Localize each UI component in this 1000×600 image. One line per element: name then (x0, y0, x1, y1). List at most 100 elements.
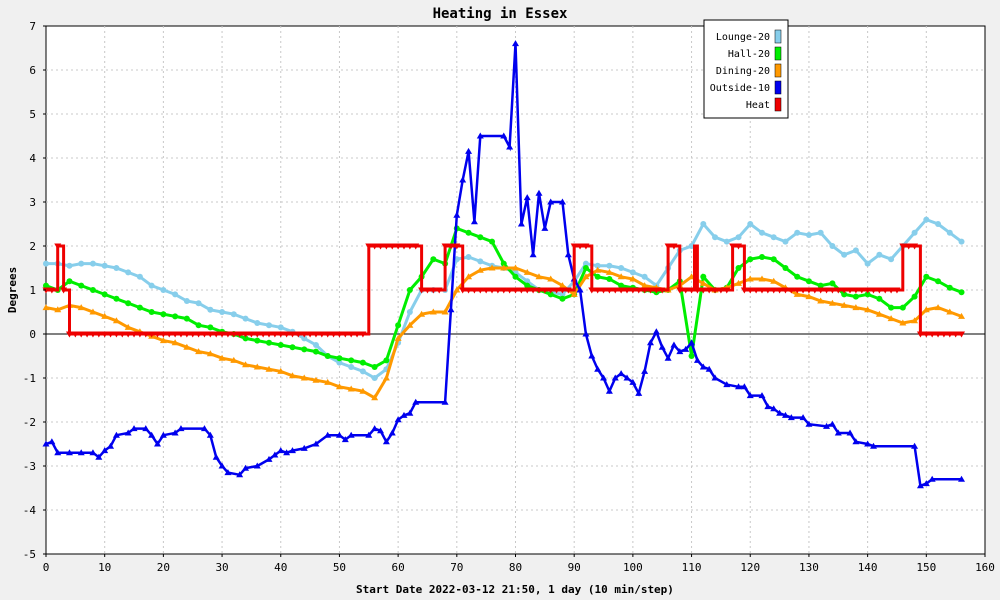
data-point (89, 308, 97, 315)
data-point (829, 280, 836, 287)
data-point (406, 287, 413, 293)
data-point (154, 440, 162, 447)
data-point (277, 447, 285, 454)
data-point (476, 132, 484, 139)
data-point (341, 331, 349, 338)
data-point (946, 229, 953, 236)
data-point (770, 405, 778, 412)
data-point (735, 243, 743, 250)
data-point (740, 383, 748, 390)
data-point (101, 331, 109, 338)
data-point (711, 287, 719, 294)
data-point (224, 331, 232, 338)
data-point (160, 311, 167, 318)
data-point (641, 282, 649, 289)
data-point (383, 357, 390, 364)
data-point (301, 335, 308, 342)
data-point (112, 317, 120, 324)
data-point (43, 260, 49, 267)
data-point (124, 429, 132, 436)
data-point (564, 251, 572, 258)
data-point (899, 319, 907, 326)
x-tick-label: 140 (858, 561, 878, 574)
data-point (336, 355, 343, 362)
data-point (869, 287, 877, 294)
data-point (324, 378, 332, 385)
chart-title: Heating in Essex (433, 6, 568, 22)
x-tick-label: 70 (450, 561, 463, 574)
data-point (377, 427, 385, 434)
data-point (77, 331, 85, 338)
data-point (958, 238, 965, 245)
data-point (107, 331, 115, 338)
data-point (65, 449, 73, 456)
data-point (101, 262, 108, 269)
data-point (301, 346, 308, 353)
data-point (207, 306, 214, 313)
data-point (576, 286, 584, 293)
data-point (89, 331, 97, 338)
data-point (541, 287, 549, 294)
data-point (606, 276, 613, 282)
data-point (652, 328, 660, 335)
data-point (793, 290, 801, 297)
data-point (794, 273, 801, 280)
data-point (805, 420, 813, 427)
x-tick-label: 20 (157, 561, 170, 574)
data-point (799, 414, 807, 421)
data-point (224, 469, 232, 476)
data-point (160, 287, 167, 293)
data-point (823, 422, 831, 429)
data-point (635, 287, 643, 294)
data-point (54, 449, 62, 456)
data-point (177, 425, 185, 432)
data-point (430, 256, 437, 263)
data-point (864, 291, 871, 298)
data-point (283, 331, 291, 338)
x-tick-label: 100 (623, 561, 643, 574)
data-point (605, 287, 613, 294)
data-point (700, 273, 707, 280)
data-point (242, 361, 250, 368)
data-point (547, 198, 555, 205)
x-tick-label: 150 (916, 561, 936, 574)
data-point (794, 229, 801, 236)
data-point (934, 304, 942, 311)
data-point (283, 449, 291, 456)
data-point (588, 352, 596, 359)
data-point (271, 451, 279, 458)
data-point (623, 374, 631, 381)
data-point (852, 247, 859, 254)
data-point (934, 331, 942, 338)
data-point (77, 449, 85, 456)
data-point (277, 342, 284, 348)
data-point (594, 266, 602, 273)
data-point (71, 331, 79, 338)
data-point (946, 284, 953, 291)
data-point (664, 243, 672, 250)
data-point (805, 232, 812, 238)
data-point (735, 265, 742, 271)
data-point (48, 438, 56, 445)
data-point (928, 331, 936, 338)
data-point (606, 262, 613, 269)
data-point (834, 429, 842, 436)
data-point (758, 275, 766, 282)
data-point (42, 440, 50, 447)
data-point (154, 331, 162, 338)
data-point (840, 287, 848, 294)
data-point (559, 295, 566, 302)
data-point (618, 265, 625, 271)
data-point (195, 322, 202, 329)
data-point (395, 322, 402, 329)
data-point (159, 431, 167, 438)
data-point (817, 287, 825, 294)
data-point (89, 449, 97, 456)
x-tick-label: 80 (509, 561, 522, 574)
data-point (594, 262, 601, 269)
legend-swatch (774, 97, 782, 112)
data-point (441, 308, 449, 315)
series-layer (42, 40, 966, 489)
data-point (746, 392, 754, 399)
